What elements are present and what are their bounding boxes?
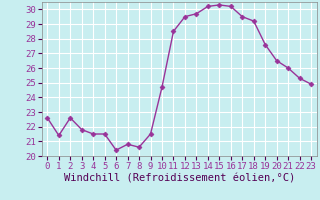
- X-axis label: Windchill (Refroidissement éolien,°C): Windchill (Refroidissement éolien,°C): [64, 173, 295, 183]
